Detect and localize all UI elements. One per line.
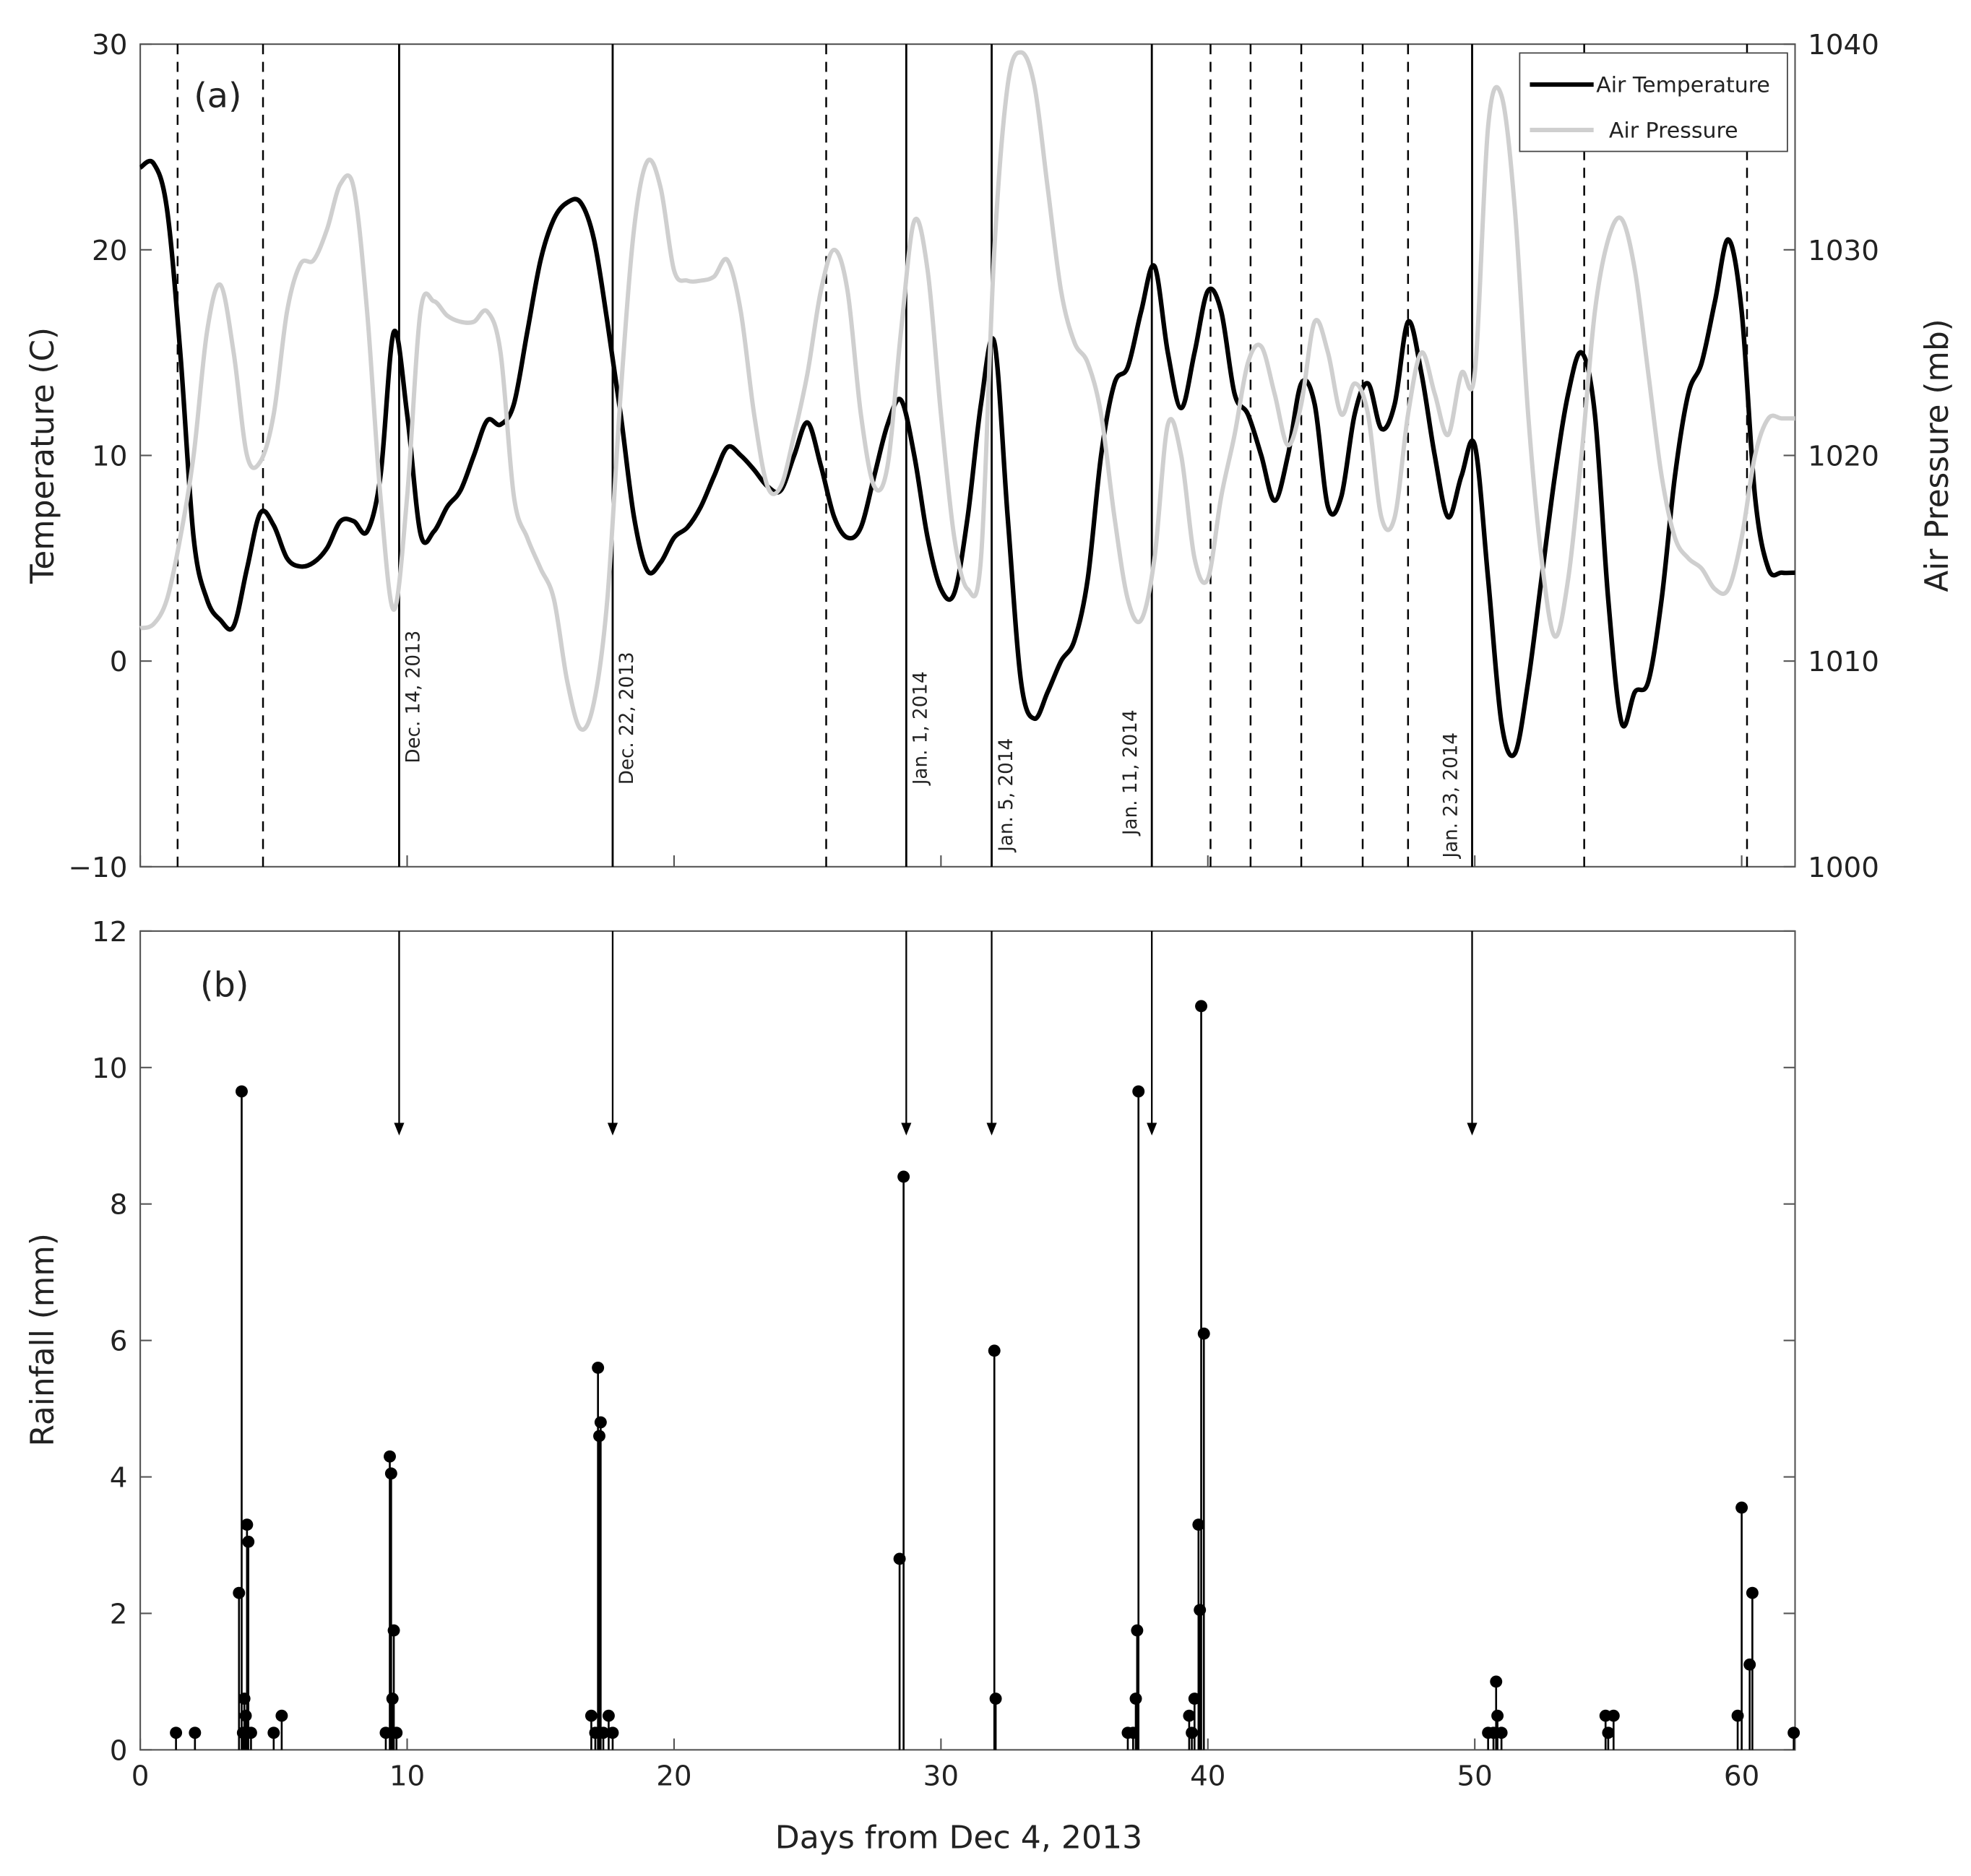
legend-label: Air Pressure [1609,118,1738,144]
stem-marker [1129,1693,1142,1705]
x-tick-label: 0 [131,1760,150,1792]
stem-marker [593,1430,605,1443]
stem-marker [602,1709,615,1722]
y-tick-label: 0 [110,646,128,678]
stem-marker [275,1709,288,1722]
x-tick-label: 50 [1457,1760,1492,1792]
event-arrowhead [901,1123,912,1136]
panel-label: (a) [194,77,241,116]
plot-frame-a [139,43,1796,868]
event-label: Jan. 1, 2014 [910,671,931,786]
y-axis-label: Rainfall (mm) [25,1233,61,1446]
stem-marker [244,1726,257,1739]
y2-tick-label: 1000 [1808,852,1879,884]
stem-marker [585,1709,598,1722]
stem-marker [1131,1624,1144,1637]
stem-marker [1490,1675,1503,1688]
stem-marker [1607,1709,1620,1722]
event-label: Jan. 11, 2014 [1120,709,1142,837]
y-tick-label: 30 [92,29,127,61]
series-line [139,50,1795,732]
stem-marker [989,1693,1002,1705]
y-tick-label: 10 [92,1052,127,1085]
y-axis-label: Temperature (C) [25,327,61,584]
stem-marker [897,1170,910,1183]
stem-marker [386,1693,399,1705]
stem-marker [384,1467,397,1480]
x-tick-label: 20 [656,1760,691,1792]
stem-marker [606,1726,619,1739]
stem-marker [1132,1085,1145,1098]
x-tick-label: 60 [1724,1760,1759,1792]
stem-marker [390,1726,403,1739]
y-tick-label: 0 [110,1735,128,1768]
stem-marker [241,1518,254,1531]
event-arrowhead [607,1123,618,1136]
event-label: Jan. 23, 2014 [1440,732,1462,860]
y2-tick-label: 1040 [1808,29,1879,61]
stem-marker [233,1586,246,1599]
y2-tick-label: 1020 [1808,441,1879,473]
stem-marker [1192,1518,1205,1531]
stem-marker [1787,1726,1800,1739]
stem-marker [1183,1709,1196,1722]
stem-marker [1186,1726,1199,1739]
stem-marker [1495,1726,1508,1739]
x-axis-label: Days from Dec 4, 2013 [775,1820,1142,1856]
x-tick-label: 30 [923,1760,959,1792]
event-arrowhead [1147,1123,1157,1136]
stem-marker [242,1535,255,1548]
stem-marker [594,1416,607,1429]
y-tick-label: 8 [110,1189,128,1222]
event-arrowhead [394,1123,405,1136]
y-tick-label: 10 [92,441,127,473]
stem-marker [592,1362,605,1374]
y2-tick-label: 1010 [1808,646,1879,678]
stem-marker [597,1726,610,1739]
event-label: Jan. 5, 2014 [996,738,1017,853]
stem-marker [267,1726,280,1739]
stem-marker [1195,1000,1208,1013]
y-tick-label: 20 [92,235,127,267]
y2-axis-label: Air Pressure (mb) [1919,319,1956,592]
stem-marker [1602,1726,1615,1739]
legend-label: Air Temperature [1596,73,1770,98]
y-tick-label: 6 [110,1326,128,1358]
series-line [139,158,1795,758]
stem-marker [170,1726,183,1739]
stem-marker [387,1624,400,1637]
x-tick-label: 10 [389,1760,425,1792]
stem-marker [239,1709,252,1722]
plot-frame-b [139,930,1796,1751]
stem-marker [988,1344,1001,1357]
y-tick-label: 12 [92,916,127,948]
event-arrowhead [986,1123,997,1136]
stem-marker [1743,1658,1756,1671]
y-tick-label: 2 [110,1599,128,1631]
stem-marker [1746,1586,1759,1599]
y2-tick-label: 1030 [1808,235,1879,267]
legend-box [1519,52,1788,152]
y-tick-label: 4 [110,1462,128,1495]
event-arrowhead [1467,1123,1478,1136]
stem-marker [189,1726,202,1739]
event-label: Dec. 22, 2013 [616,652,638,784]
panel-label: (b) [200,966,249,1006]
event-label: Dec. 14, 2013 [403,631,425,764]
stem-marker [1735,1501,1748,1514]
y-tick-label: −10 [69,852,128,884]
stem-marker [236,1085,248,1098]
stem-marker [1197,1327,1210,1340]
stem-marker [384,1450,396,1463]
x-tick-label: 40 [1190,1760,1225,1792]
stem-marker [1491,1709,1504,1722]
